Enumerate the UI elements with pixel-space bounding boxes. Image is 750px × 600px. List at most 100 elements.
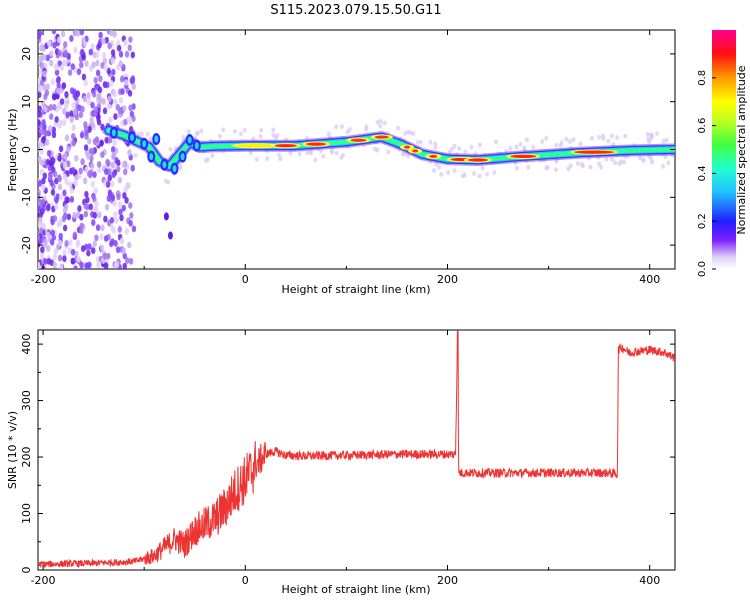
halo-speck	[204, 157, 209, 163]
top-y-tick-label: 20	[20, 47, 33, 61]
halo-speck	[372, 146, 377, 152]
noise-speck	[127, 89, 133, 97]
noise-speck	[108, 116, 113, 124]
stray-point	[163, 212, 169, 221]
noise-speck	[64, 91, 69, 98]
noise-speck	[103, 262, 109, 269]
noise-speck	[66, 160, 71, 168]
ridge-blob-core	[130, 134, 135, 142]
noise-speck	[88, 48, 94, 56]
noise-speck	[64, 178, 69, 186]
noise-speck	[88, 203, 93, 211]
noise-speck	[52, 215, 58, 222]
noise-speck	[70, 248, 76, 256]
noise-speck	[97, 166, 102, 174]
noise-speck	[39, 128, 45, 136]
halo-speck	[609, 133, 614, 139]
noise-speck	[92, 240, 97, 248]
top-x-tick-label: 0	[242, 273, 249, 286]
noise-speck	[54, 116, 59, 123]
halo-speck	[254, 156, 259, 162]
noise-speck	[62, 255, 67, 263]
halo-speck	[439, 171, 444, 177]
noise-speck	[52, 253, 57, 261]
noise-speck	[42, 172, 48, 180]
noise-speck	[109, 216, 115, 224]
top-x-axis-label: Height of straight line (km)	[281, 283, 430, 296]
halo-speck	[531, 144, 536, 150]
noise-speck	[56, 81, 61, 89]
noise-speck	[57, 254, 63, 262]
noise-speck	[64, 203, 69, 211]
noise-speck	[92, 171, 97, 179]
noise-speck	[75, 239, 81, 247]
noise-speck	[54, 69, 60, 76]
noise-speck	[86, 98, 92, 106]
noise-speck	[58, 145, 64, 153]
noise-speck	[57, 239, 63, 247]
ridge-blob-core	[194, 142, 199, 150]
noise-speck	[84, 166, 89, 174]
noise-speck	[72, 231, 78, 239]
noise-speck	[111, 68, 116, 76]
noise-speck	[128, 219, 133, 227]
noise-speck	[110, 194, 116, 202]
noise-speck	[116, 159, 121, 167]
noise-speck	[106, 102, 111, 110]
noise-speck	[100, 151, 105, 159]
colorbar-tick-label: 0.6	[697, 118, 708, 134]
halo-speck	[386, 149, 391, 155]
halo-speck	[554, 142, 559, 148]
noise-speck	[72, 108, 78, 116]
halo-speck	[403, 130, 408, 136]
noise-speck	[55, 193, 60, 201]
halo-speck	[606, 138, 611, 144]
noise-speck	[102, 81, 108, 88]
noise-speck	[119, 75, 125, 83]
noise-speck	[112, 90, 117, 98]
halo-speck	[493, 139, 498, 145]
noise-speck	[52, 170, 58, 178]
noise-speck	[93, 187, 98, 195]
halo-speck	[664, 137, 669, 143]
noise-speck	[70, 132, 76, 140]
noise-speck	[58, 263, 64, 269]
colorbar: 0.0 0.2 0.4 0.6 0.8 Normalized spectral ampl…	[697, 30, 748, 277]
noise-speck	[105, 180, 111, 188]
halo-speck	[139, 131, 144, 137]
noise-speck	[46, 39, 52, 47]
halo-speck	[492, 169, 497, 175]
noise-speck	[87, 243, 92, 251]
noise-speck	[53, 63, 59, 71]
noise-speck	[54, 203, 59, 211]
noise-speck	[97, 86, 103, 94]
noise-speck	[83, 210, 89, 218]
noise-speck	[116, 193, 121, 201]
noise-speck	[49, 50, 54, 57]
noise-speck	[102, 252, 108, 260]
noise-speck	[39, 252, 45, 259]
noise-speck	[78, 111, 84, 119]
noise-speck	[128, 118, 133, 125]
noise-speck	[110, 238, 115, 246]
halo-speck	[396, 125, 401, 131]
halo-speck	[601, 135, 606, 141]
noise-speck	[79, 222, 84, 230]
noise-speck	[61, 215, 67, 223]
noise-speck	[61, 107, 67, 115]
noise-speck	[50, 78, 56, 86]
noise-speck	[129, 212, 134, 219]
noise-speck	[87, 170, 92, 178]
noise-speck	[92, 206, 98, 214]
bottom-x-tick-label: 200	[437, 574, 458, 587]
noise-speck	[82, 40, 87, 48]
noise-speck	[50, 229, 55, 237]
noise-speck	[90, 43, 95, 50]
noise-speck	[41, 222, 46, 230]
noise-speck	[117, 201, 123, 208]
noise-speck	[114, 217, 119, 224]
noise-speck	[83, 144, 89, 152]
ridge-core	[374, 135, 389, 139]
halo-speck	[559, 140, 564, 146]
halo-speck	[375, 119, 380, 125]
